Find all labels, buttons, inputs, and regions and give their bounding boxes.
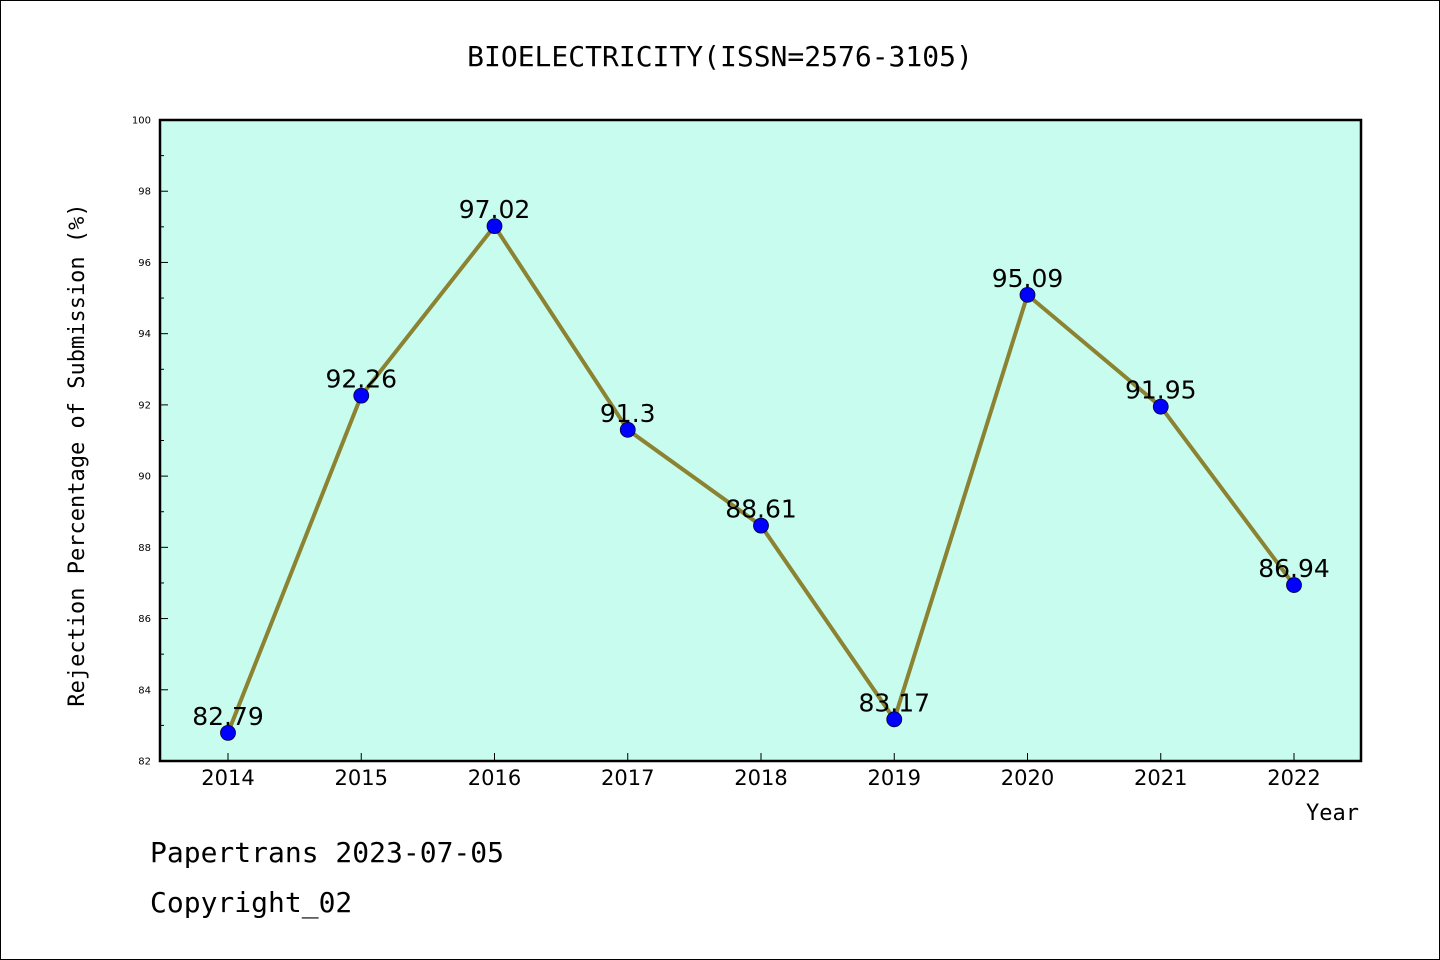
x-tick-label: 2019 <box>868 766 921 790</box>
data-label: 82.79 <box>192 702 264 731</box>
footer-copyright: Copyright_02 <box>150 886 353 919</box>
x-tick-label: 2016 <box>468 766 521 790</box>
data-point <box>220 724 236 741</box>
x-axis-ticks: 2014 2015 2016 2017 2018 2019 2020 2021 2022 <box>201 753 1321 790</box>
y-tick-label: 90 <box>138 472 151 483</box>
x-axis-label: Year <box>1306 801 1359 826</box>
x-tick-label: 2020 <box>1001 766 1054 790</box>
y-tick-label: 96 <box>138 258 151 269</box>
y-tick-label: 86 <box>138 614 151 625</box>
y-tick-label: 84 <box>138 685 151 696</box>
data-label: 92.26 <box>325 365 397 394</box>
x-tick-label: 2022 <box>1267 766 1320 790</box>
x-tick-label: 2017 <box>601 766 654 790</box>
data-label: 86.94 <box>1258 554 1330 583</box>
data-point <box>353 387 370 404</box>
plot-border <box>158 118 1363 763</box>
data-labels: 82.79 92.26 97.02 91.3 88.61 83.17 95.09 91.95 8… <box>192 195 1330 731</box>
data-point <box>1019 286 1036 303</box>
y-tick-label: 94 <box>138 329 151 340</box>
data-label: 88.61 <box>725 495 797 524</box>
data-point <box>486 218 503 235</box>
y-tick-label: 92 <box>138 400 151 411</box>
data-label: 91.3 <box>600 399 656 428</box>
series-markers <box>220 218 1302 741</box>
data-label: 83.17 <box>858 688 930 717</box>
y-tick-label: 98 <box>138 187 151 198</box>
x-tick-label: 2014 <box>201 766 254 790</box>
plot-area <box>160 120 1361 761</box>
x-tick-label: 2021 <box>1134 766 1187 790</box>
y-axis-label: Rejection Percentage of Submission (%) <box>65 203 90 706</box>
data-point <box>1286 577 1302 593</box>
data-label: 91.95 <box>1125 376 1197 405</box>
x-tick-label: 2018 <box>734 766 787 790</box>
data-label: 97.02 <box>459 195 531 224</box>
data-label: 95.09 <box>992 264 1064 293</box>
x-tick-label: 2015 <box>335 766 388 790</box>
data-point <box>886 711 903 728</box>
data-point <box>1152 398 1169 415</box>
y-tick-label: 82 <box>138 757 151 768</box>
data-point <box>619 421 636 438</box>
data-point <box>753 517 769 534</box>
chart-title: BIOELECTRICITY(ISSN=2576-3105) <box>467 40 973 73</box>
y-tick-label: 88 <box>138 543 151 554</box>
footer-credit: Papertrans 2023-07-05 <box>150 836 505 869</box>
y-tick-label: 100 <box>132 116 151 127</box>
